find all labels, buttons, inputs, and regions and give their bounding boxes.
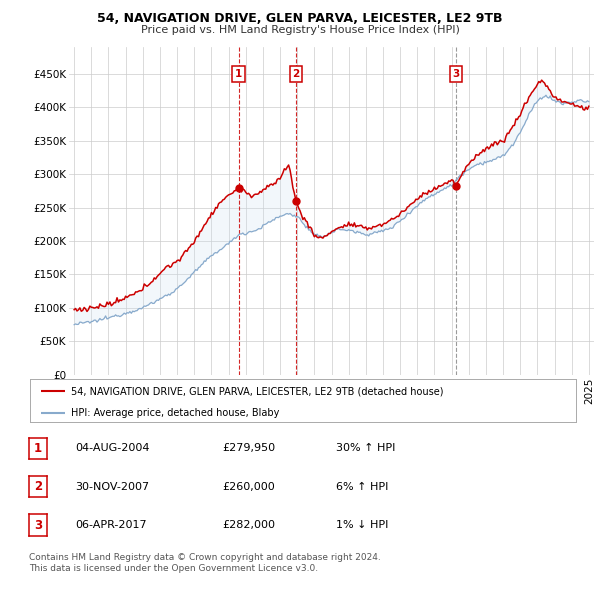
- Text: £282,000: £282,000: [222, 520, 275, 530]
- Text: 06-APR-2017: 06-APR-2017: [75, 520, 146, 530]
- Text: HPI: Average price, detached house, Blaby: HPI: Average price, detached house, Blab…: [71, 408, 280, 418]
- Text: 1: 1: [34, 442, 42, 455]
- Text: 30% ↑ HPI: 30% ↑ HPI: [336, 444, 395, 453]
- Text: £260,000: £260,000: [222, 482, 275, 491]
- Text: 30-NOV-2007: 30-NOV-2007: [75, 482, 149, 491]
- Text: 1% ↓ HPI: 1% ↓ HPI: [336, 520, 388, 530]
- Text: 2: 2: [292, 69, 299, 79]
- Text: £279,950: £279,950: [222, 444, 275, 453]
- Text: 6% ↑ HPI: 6% ↑ HPI: [336, 482, 388, 491]
- Text: Price paid vs. HM Land Registry's House Price Index (HPI): Price paid vs. HM Land Registry's House …: [140, 25, 460, 35]
- Text: 54, NAVIGATION DRIVE, GLEN PARVA, LEICESTER, LE2 9TB (detached house): 54, NAVIGATION DRIVE, GLEN PARVA, LEICES…: [71, 386, 443, 396]
- Text: 3: 3: [34, 519, 42, 532]
- Text: 04-AUG-2004: 04-AUG-2004: [75, 444, 149, 453]
- Text: 54, NAVIGATION DRIVE, GLEN PARVA, LEICESTER, LE2 9TB: 54, NAVIGATION DRIVE, GLEN PARVA, LEICES…: [97, 12, 503, 25]
- Text: 1: 1: [235, 69, 242, 79]
- Text: 3: 3: [452, 69, 460, 79]
- Text: 2: 2: [34, 480, 42, 493]
- Text: Contains HM Land Registry data © Crown copyright and database right 2024.
This d: Contains HM Land Registry data © Crown c…: [29, 553, 380, 573]
